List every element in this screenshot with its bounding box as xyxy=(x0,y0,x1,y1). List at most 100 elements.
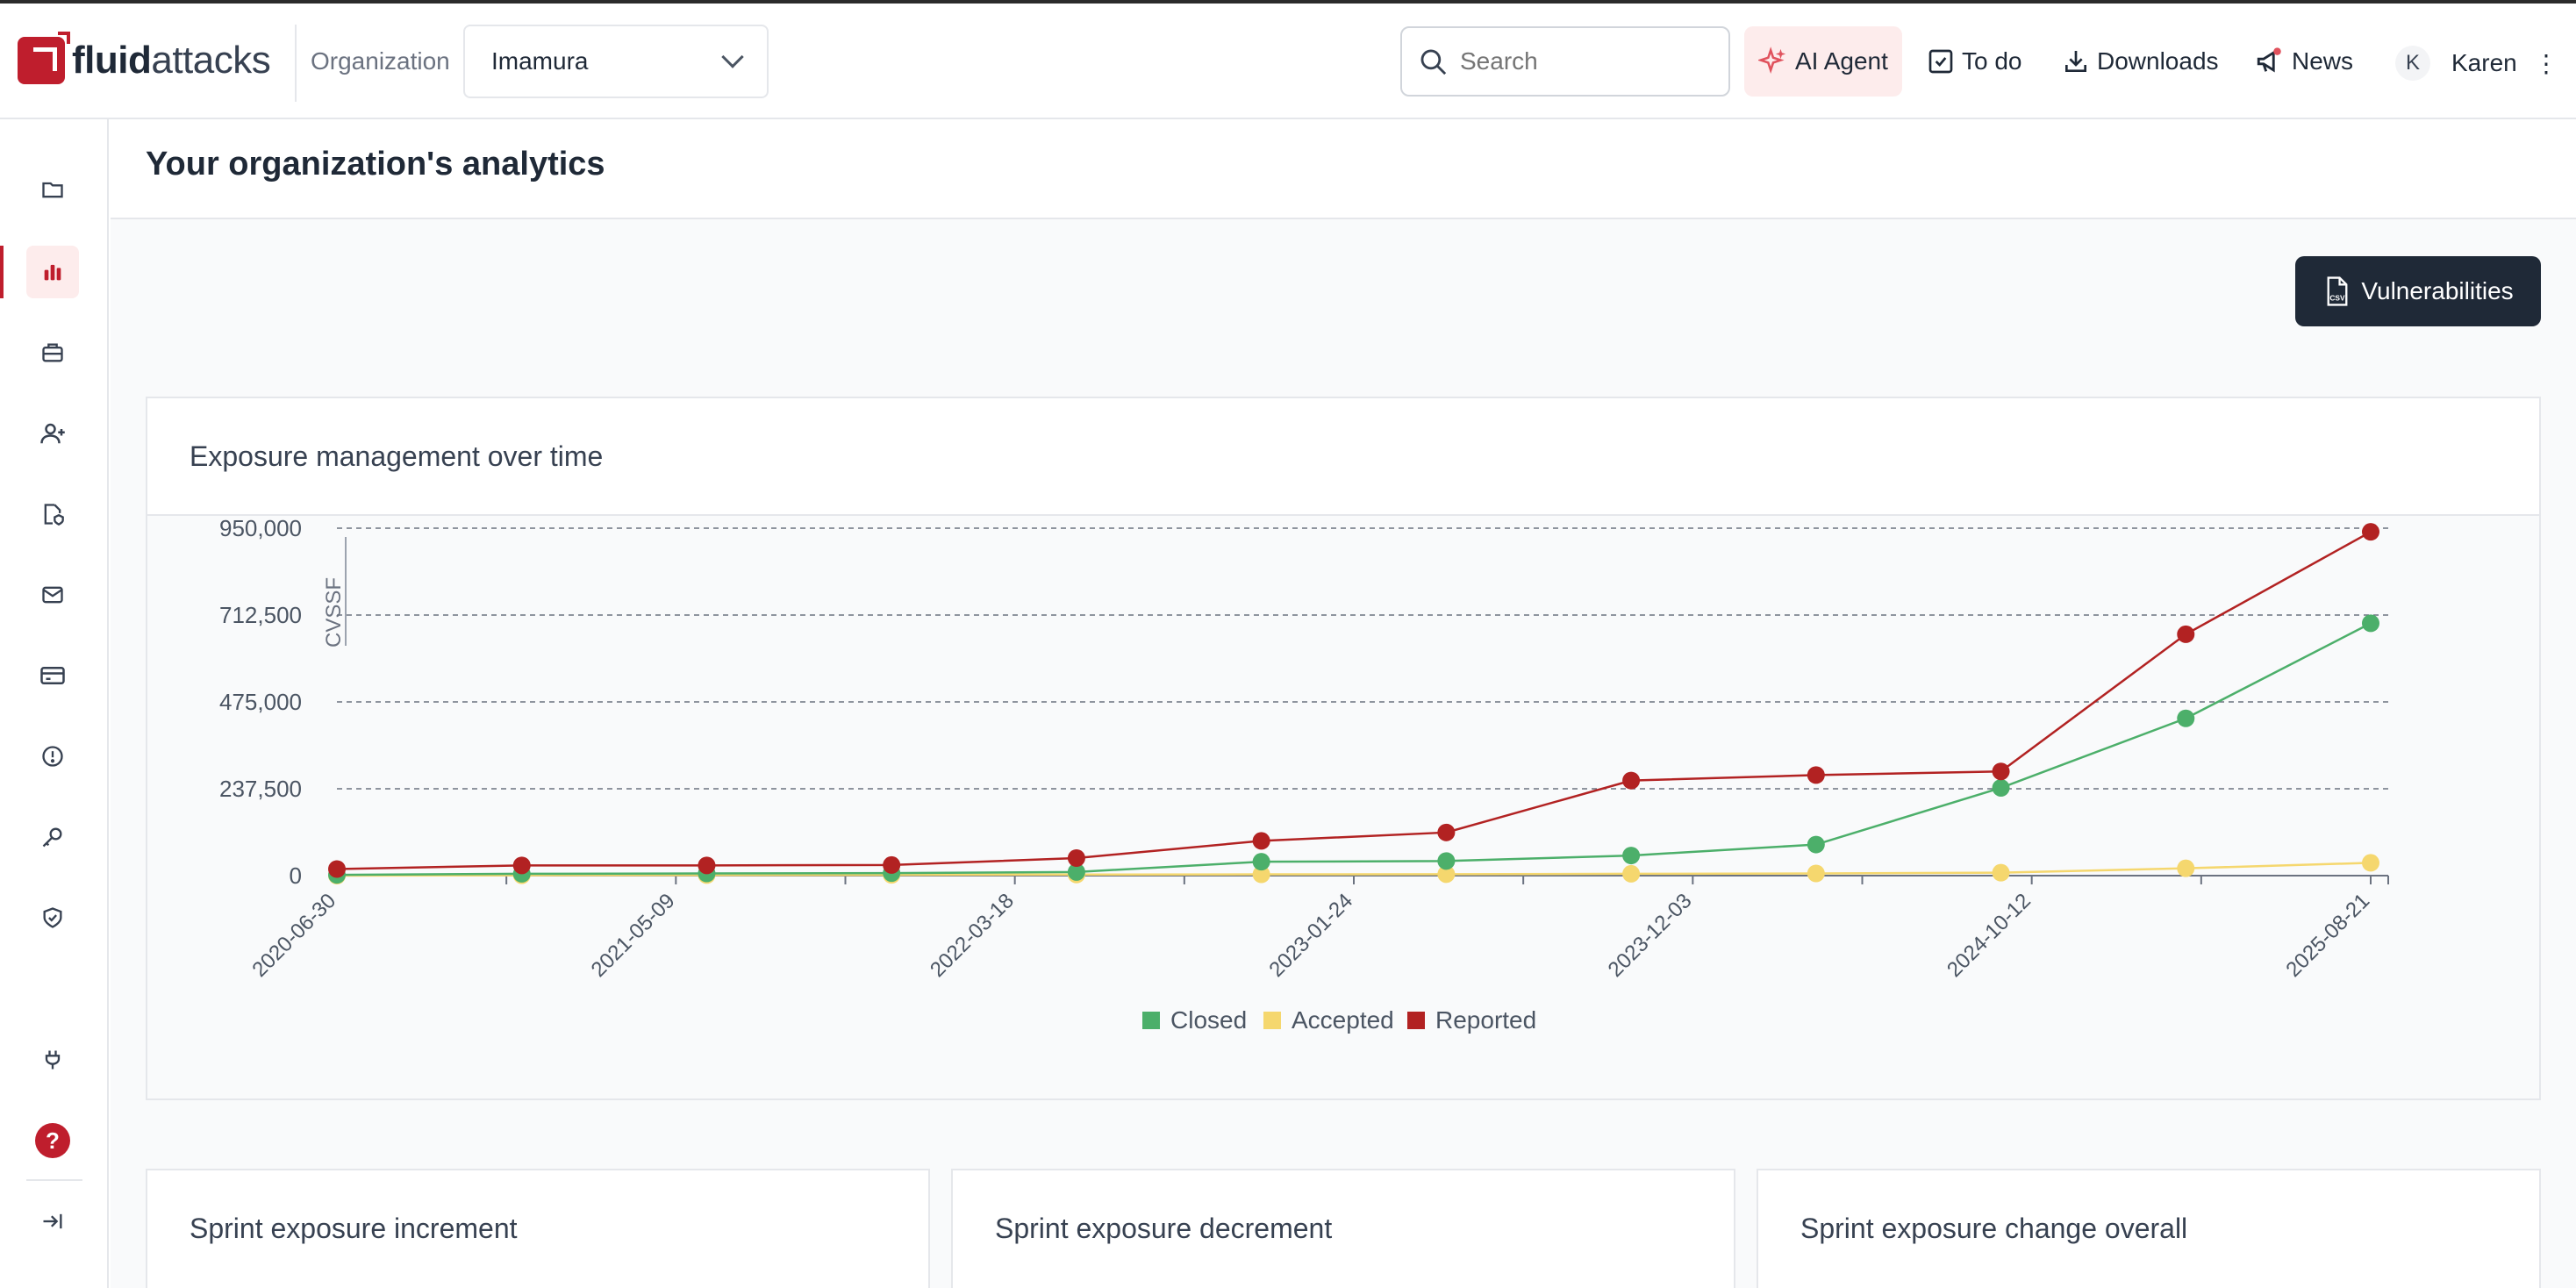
download-vulnerabilities-csv-button[interactable]: CSV Vulnerabilities xyxy=(2295,256,2541,326)
sidebar-item-policies[interactable] xyxy=(26,488,79,540)
ai-agent-label: AI Agent xyxy=(1795,47,1888,75)
x-tick-label: 2023-01-24 xyxy=(1264,889,1357,982)
sidebar-item-analytics[interactable] xyxy=(26,246,79,298)
sprint-exposure-decrement-title: Sprint exposure decrement xyxy=(995,1213,1333,1244)
x-tick-label: 2023-12-03 xyxy=(1604,889,1697,982)
sidebar-item-integrations[interactable] xyxy=(26,1034,79,1086)
organization-select[interactable]: Imamura xyxy=(463,25,769,98)
sidebar-item-outside[interactable] xyxy=(26,730,79,783)
x-tick-label: 2021-05-09 xyxy=(587,889,680,982)
legend-swatch-reported xyxy=(1407,1012,1425,1029)
user-name[interactable]: Karen xyxy=(2451,49,2517,76)
legend-label-closed: Closed xyxy=(1170,1006,1247,1034)
data-point-reported xyxy=(1992,762,2010,781)
download-icon xyxy=(2065,51,2086,72)
data-point-closed xyxy=(2177,709,2195,727)
legend-swatch-closed xyxy=(1142,1012,1160,1029)
sidebar-item-compliance[interactable] xyxy=(26,891,79,944)
top-bar: fluidattacks Organization Imamura AI Age… xyxy=(0,4,2576,119)
more-menu-icon[interactable]: ⋮ xyxy=(2534,50,2558,77)
page-title: Your organization's analytics xyxy=(146,146,605,182)
page-header: Your organization's analytics xyxy=(111,119,2576,219)
user-plus-icon xyxy=(40,423,65,444)
sprint-exposure-change-overall-card: Sprint exposure change overall xyxy=(1757,1169,2541,1288)
x-tick-label: 2022-03-18 xyxy=(926,889,1019,982)
data-point-accepted xyxy=(1437,865,1456,884)
sidebar-collapse-button[interactable] xyxy=(26,1195,79,1248)
sprint-exposure-change-overall-title: Sprint exposure change overall xyxy=(1800,1213,2188,1244)
alert-circle-icon xyxy=(42,746,63,767)
data-point-reported xyxy=(2177,625,2195,643)
y-axis-label: CVSSF xyxy=(322,577,346,648)
data-point-closed xyxy=(1067,862,1085,881)
data-point-reported xyxy=(512,856,531,875)
sidebar-item-groups[interactable] xyxy=(26,163,79,216)
data-point-reported xyxy=(883,855,901,874)
sprint-exposure-decrement-card: Sprint exposure decrement xyxy=(951,1169,1735,1288)
data-point-reported xyxy=(2362,523,2379,541)
key-icon xyxy=(42,827,62,848)
search-box[interactable] xyxy=(1400,26,1730,97)
logo-text: fluidattacks xyxy=(72,39,271,82)
plug-icon xyxy=(45,1050,61,1070)
logo-mark-icon xyxy=(18,32,70,84)
avatar[interactable]: K xyxy=(2395,46,2430,81)
sidebar-item-help[interactable]: ? xyxy=(26,1114,79,1167)
news-label: News xyxy=(2292,47,2354,75)
data-point-reported xyxy=(1252,832,1270,850)
sidebar-item-billing[interactable] xyxy=(26,649,79,702)
csv-file-icon: CSV xyxy=(2327,276,2348,306)
file-shield-icon xyxy=(44,504,64,526)
briefcase-icon xyxy=(42,343,63,362)
mail-icon xyxy=(42,586,63,604)
data-point-accepted xyxy=(2362,854,2379,872)
downloads-button[interactable]: Downloads xyxy=(2062,26,2219,97)
sidebar-item-mail[interactable] xyxy=(26,569,79,621)
data-point-closed xyxy=(1807,835,1825,854)
active-indicator xyxy=(0,246,4,298)
todo-label: To do xyxy=(1962,47,2022,75)
data-point-accepted xyxy=(2177,859,2195,877)
shield-check-icon xyxy=(43,907,62,928)
sparkle-icon xyxy=(1758,47,1786,74)
divider xyxy=(295,25,297,102)
todo-button[interactable]: To do xyxy=(1927,26,2022,97)
megaphone-icon xyxy=(2257,47,2281,73)
data-point-accepted xyxy=(1992,863,2010,882)
analytics-icon xyxy=(44,264,61,281)
organization-value: Imamura xyxy=(491,47,589,75)
search-input[interactable] xyxy=(1460,47,1714,75)
organization-label: Organization xyxy=(311,47,450,75)
sidebar-divider xyxy=(26,1179,82,1181)
main-content: Your organization's analytics CSV Vulner… xyxy=(111,119,2576,1288)
downloads-label: Downloads xyxy=(2097,47,2219,75)
series-line-reported xyxy=(336,531,2372,870)
legend-label-accepted: Accepted xyxy=(1292,1006,1394,1034)
news-button[interactable]: News xyxy=(2255,26,2353,97)
x-tick-label: 2024-10-12 xyxy=(1943,889,2036,982)
data-point-reported xyxy=(1067,848,1085,867)
series-line-accepted xyxy=(336,862,2372,877)
sidebar-item-credentials[interactable] xyxy=(26,811,79,863)
y-tick-label: 712,500 xyxy=(219,602,302,628)
collapse-icon xyxy=(43,1213,62,1229)
logo[interactable]: fluidattacks xyxy=(18,32,271,84)
sidebar-item-members[interactable] xyxy=(26,407,79,460)
data-point-accepted xyxy=(1622,864,1641,883)
series-line-closed xyxy=(336,622,2372,877)
credit-card-icon xyxy=(40,667,65,684)
legend-label-reported: Reported xyxy=(1435,1006,1536,1034)
ai-agent-button[interactable]: AI Agent xyxy=(1744,26,1902,97)
data-point-closed xyxy=(1992,778,2010,797)
data-point-closed xyxy=(1622,847,1641,865)
chevron-down-icon xyxy=(721,46,744,68)
sidebar-item-portfolios[interactable] xyxy=(26,326,79,379)
sprint-exposure-increment-card: Sprint exposure increment xyxy=(146,1169,930,1288)
y-tick-label: 475,000 xyxy=(219,689,302,715)
chart-area: 950,000 712,500 475,000 237,500 0 2020-06-30 2… xyxy=(147,515,2539,1098)
data-point-accepted xyxy=(1252,865,1270,884)
sprint-exposure-increment-title: Sprint exposure increment xyxy=(190,1213,518,1244)
sidebar: ? xyxy=(0,119,109,1288)
y-tick-label: 0 xyxy=(290,862,302,889)
